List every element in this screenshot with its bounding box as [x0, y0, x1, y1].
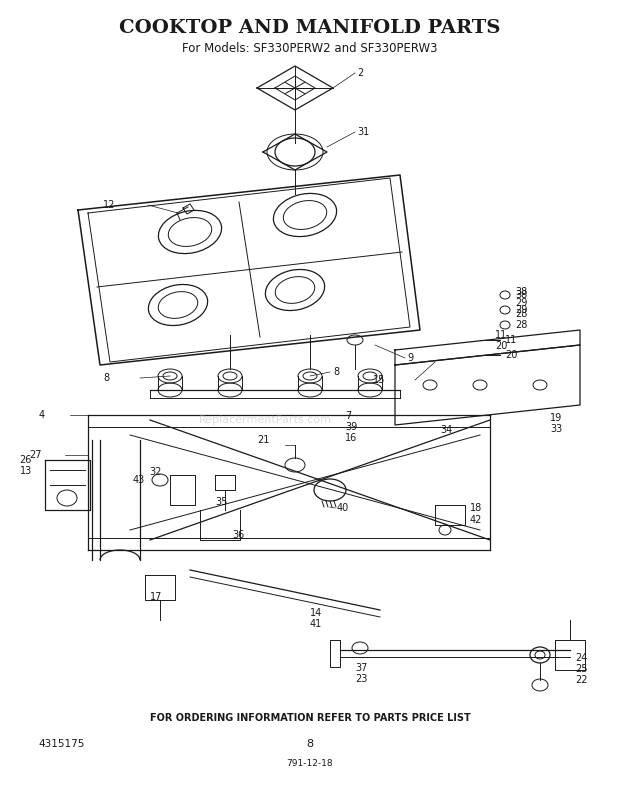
Text: 16: 16: [345, 433, 357, 443]
Text: 29: 29: [515, 305, 528, 315]
Text: 8: 8: [306, 739, 314, 749]
Text: 42: 42: [470, 515, 482, 525]
Text: 32: 32: [149, 467, 162, 477]
Text: 37: 37: [355, 663, 368, 673]
Text: 12: 12: [103, 200, 115, 210]
Text: 20: 20: [505, 350, 517, 360]
Text: 4315175: 4315175: [38, 739, 84, 749]
Text: 9: 9: [407, 353, 413, 363]
Text: 43: 43: [133, 475, 145, 485]
Text: 18: 18: [470, 503, 482, 513]
Text: For Models: SF330PERW2 and SF330PERW3: For Models: SF330PERW2 and SF330PERW3: [182, 42, 438, 55]
Text: 4: 4: [39, 410, 45, 420]
Text: 26: 26: [20, 455, 32, 465]
Text: 34: 34: [440, 425, 452, 435]
Text: 8: 8: [333, 367, 339, 377]
Text: 20: 20: [495, 341, 507, 351]
Text: 791-12-18: 791-12-18: [286, 759, 334, 769]
Text: 11: 11: [495, 330, 507, 340]
Text: ReplacermentParts.com: ReplacermentParts.com: [198, 415, 332, 425]
Text: 15: 15: [373, 375, 385, 385]
Text: 31: 31: [357, 127, 370, 137]
Text: 38: 38: [515, 287, 527, 297]
Text: COOKTOP AND MANIFOLD PARTS: COOKTOP AND MANIFOLD PARTS: [119, 19, 501, 37]
Text: 29: 29: [515, 298, 528, 308]
Text: 33: 33: [550, 424, 562, 434]
Text: 35: 35: [215, 497, 228, 507]
Text: 8: 8: [104, 373, 110, 383]
Text: 28: 28: [515, 320, 528, 330]
Text: 25: 25: [575, 664, 588, 674]
Text: 38: 38: [515, 290, 527, 300]
Text: 23: 23: [355, 674, 368, 684]
Text: 28: 28: [515, 309, 528, 319]
Text: 36: 36: [232, 530, 244, 540]
Text: 7: 7: [345, 411, 352, 421]
Text: 14: 14: [310, 608, 322, 618]
Text: 22: 22: [575, 675, 588, 685]
Text: 2: 2: [357, 68, 363, 78]
Text: 17: 17: [150, 592, 162, 602]
Text: 24: 24: [575, 653, 587, 663]
Text: 40: 40: [337, 503, 349, 513]
Text: 13: 13: [20, 466, 32, 476]
Text: 11: 11: [505, 335, 517, 345]
Text: 41: 41: [310, 619, 322, 629]
Text: 39: 39: [345, 422, 357, 432]
Text: 21: 21: [258, 435, 270, 445]
Text: FOR ORDERING INFORMATION REFER TO PARTS PRICE LIST: FOR ORDERING INFORMATION REFER TO PARTS …: [149, 713, 471, 723]
Text: 27: 27: [30, 450, 42, 460]
Text: 19: 19: [550, 413, 562, 423]
